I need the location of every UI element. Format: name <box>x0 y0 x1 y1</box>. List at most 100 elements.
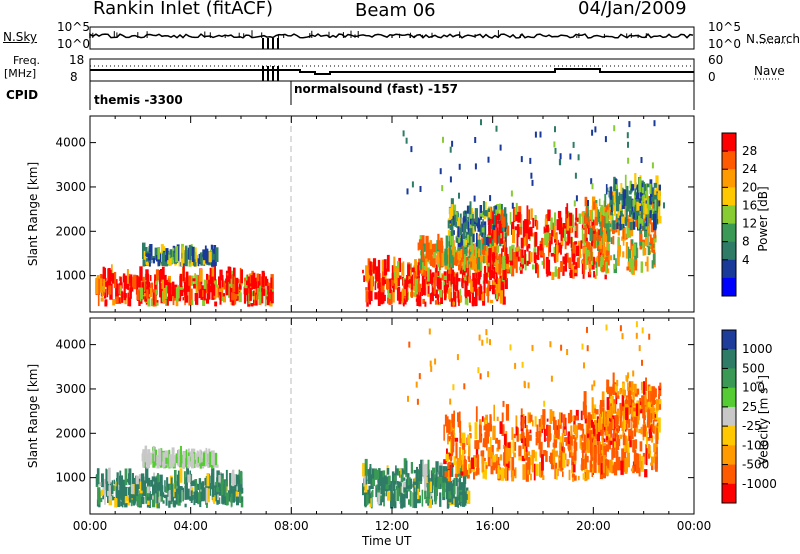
power-cell <box>213 252 217 267</box>
power-cell <box>417 283 421 292</box>
power-cell <box>144 291 147 302</box>
velocity-sparse-cell <box>616 379 619 386</box>
power-cell <box>457 226 460 238</box>
velocity-cell <box>609 459 613 473</box>
velocity-sparse-cell <box>502 400 505 407</box>
power-cell <box>459 266 463 274</box>
velocity-cell <box>216 487 220 492</box>
velocity-sparse-cell <box>521 361 524 368</box>
velocity-sparse-cell <box>638 345 641 352</box>
power-cell <box>386 254 390 272</box>
velocity-cell <box>614 384 618 392</box>
power-cell <box>429 240 432 250</box>
power-cell <box>446 268 451 283</box>
velocity-cell <box>146 480 150 485</box>
power-cell <box>394 279 398 290</box>
power-sparse-cell <box>474 163 477 170</box>
velocity-cell <box>624 400 628 414</box>
power-cell <box>156 302 159 306</box>
velocity-cell <box>469 460 472 473</box>
velocity-cell <box>592 412 595 419</box>
power-sparse-cell <box>451 140 454 147</box>
power-cell <box>513 207 516 222</box>
power-cell <box>97 283 100 295</box>
velocity-cell <box>448 436 451 440</box>
velocity-cell <box>450 423 453 431</box>
velocity-cell <box>572 462 576 473</box>
power-cell <box>252 272 256 289</box>
power-cell <box>600 210 602 221</box>
power-cell <box>380 280 384 293</box>
power-cell <box>430 276 434 284</box>
power-cell <box>423 270 427 276</box>
power-cell <box>521 257 525 265</box>
power-cell <box>212 255 215 264</box>
velocity-cell <box>204 477 207 486</box>
power-cell <box>120 287 122 293</box>
velocity-cell <box>229 473 232 487</box>
velocity-cell <box>103 478 106 495</box>
power-cell <box>626 221 629 239</box>
power-cell <box>643 214 646 219</box>
velocity-cell <box>549 409 553 424</box>
power-cell <box>645 214 647 219</box>
power-cell <box>483 216 487 220</box>
velocity-cell <box>369 498 372 508</box>
power-cell <box>382 277 385 286</box>
velocity-cell <box>121 489 125 505</box>
velocity-cell <box>609 425 612 432</box>
power-sparse-cell <box>511 202 514 209</box>
power-cell <box>641 219 644 226</box>
velocity-cell <box>400 468 404 477</box>
velocity-cell <box>222 494 225 505</box>
power-sparse-cell <box>587 200 589 206</box>
velocity-cell <box>496 447 500 452</box>
velocity-cell <box>99 482 102 487</box>
velocity-cell <box>400 503 404 509</box>
velocity-colorbar-swatch <box>722 349 736 369</box>
velocity-cell <box>183 456 186 466</box>
velocity-cell <box>640 381 643 390</box>
power-cell <box>397 286 401 294</box>
power-cell <box>613 263 616 270</box>
power-sparse-cell <box>530 172 533 179</box>
power-cell <box>638 177 642 193</box>
velocity-cell <box>583 434 586 451</box>
velocity-cell <box>145 457 149 462</box>
power-cell <box>606 221 610 236</box>
velocity-cell <box>120 501 123 507</box>
power-cell <box>248 274 252 287</box>
velocity-cell <box>538 439 541 450</box>
velocity-sparse-cell <box>626 376 629 383</box>
power-cell <box>497 213 501 220</box>
power-cell <box>624 174 627 189</box>
velocity-cell <box>647 409 651 425</box>
velocity-sparse-cell <box>619 325 622 332</box>
power-cell <box>196 285 198 297</box>
velocity-cell <box>501 424 505 431</box>
power-cell <box>406 280 409 285</box>
power-cell <box>487 280 491 291</box>
velocity-cell <box>622 435 626 446</box>
velocity-cell <box>606 410 609 427</box>
power-cell <box>158 270 161 285</box>
power-cell <box>410 274 413 290</box>
power-cell <box>502 245 505 252</box>
velocity-cell <box>154 477 158 485</box>
power-cell <box>458 259 461 265</box>
velocity-cell <box>561 442 564 458</box>
power-cell <box>436 251 440 263</box>
power-cell <box>251 290 255 297</box>
velocity-cell <box>466 490 471 504</box>
velocity-cell <box>491 452 494 468</box>
velocity-cell <box>554 420 557 437</box>
velocity-cell <box>626 452 630 468</box>
velocity-cell <box>141 497 145 505</box>
power-cell <box>366 267 369 283</box>
velocity-cell <box>655 456 658 472</box>
power-cell <box>498 230 502 244</box>
power-cell <box>640 268 643 272</box>
power-cell <box>588 245 592 262</box>
power-cell <box>577 240 581 256</box>
